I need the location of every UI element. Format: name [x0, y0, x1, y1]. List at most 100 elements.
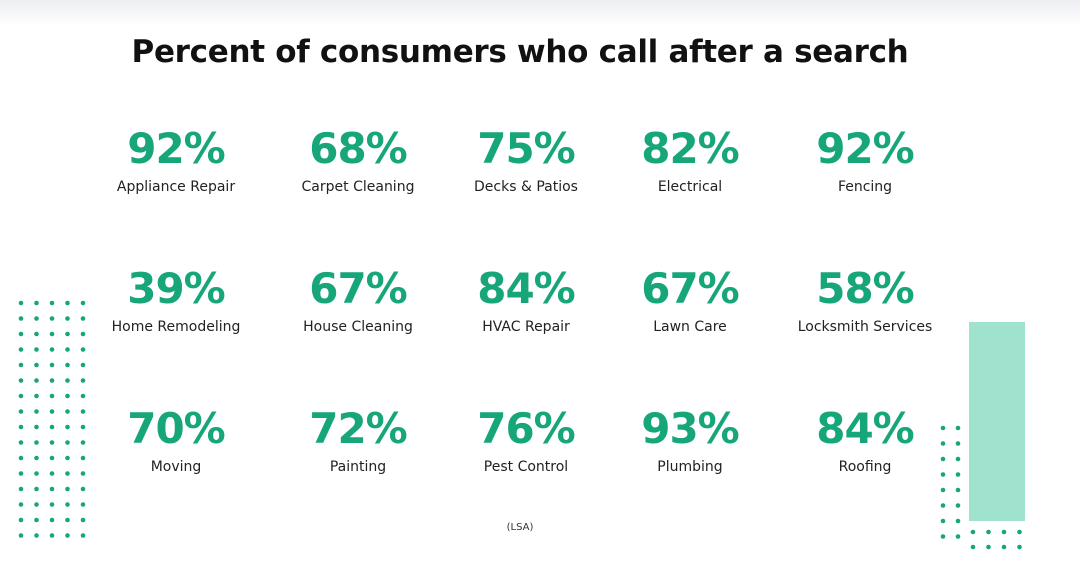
decorative-dot [940, 487, 946, 493]
decorative-dot [955, 472, 961, 477]
stat-item: 92% Appliance Repair [86, 124, 266, 196]
decorative-dot [65, 409, 70, 414]
decorative-dot [49, 517, 55, 523]
decorative-dot [65, 424, 70, 430]
decorative-dot [49, 502, 55, 507]
decorative-dot [65, 347, 70, 352]
decorative-dot [34, 347, 39, 352]
decorative-dot [80, 362, 86, 368]
decorative-dot [970, 529, 976, 535]
stat-item: 68% Carpet Cleaning [268, 124, 448, 196]
stat-item: 93% Plumbing [600, 404, 780, 476]
source-note: (LSA) [506, 522, 534, 533]
decorative-dot [65, 300, 70, 306]
stat-percent: 75% [477, 124, 576, 173]
decorative-dot [80, 440, 86, 445]
stat-item: 92% Fencing [775, 124, 955, 196]
decorative-dot [65, 331, 70, 337]
stat-label: Fencing [837, 179, 893, 195]
decorative-dot [80, 316, 86, 321]
decorative-dot [49, 316, 55, 321]
decorative-dot [940, 441, 946, 446]
decorative-dot [18, 486, 24, 492]
decorative-dot [955, 534, 961, 539]
decorative-dot [80, 300, 86, 306]
stat-item: 67% Lawn Care [600, 264, 780, 336]
decorative-dot [18, 455, 24, 461]
decorative-dot [970, 544, 976, 550]
stat-label: Roofing [838, 459, 892, 475]
stat-percent: 68% [309, 124, 408, 173]
decorative-dot [955, 425, 961, 431]
stat-item: 84% HVAC Repair [436, 264, 616, 336]
stat-item: 72% Painting [268, 404, 448, 476]
decorative-dot [49, 424, 55, 430]
decorative-dot [49, 409, 55, 414]
top-shade [0, 0, 1080, 26]
stat-percent: 82% [641, 124, 740, 173]
decorative-dot [80, 347, 86, 352]
stat-percent: 92% [127, 124, 226, 173]
stat-label: Carpet Cleaning [301, 179, 415, 195]
stat-label: Plumbing [657, 459, 723, 475]
decorative-dot [49, 533, 55, 538]
decorative-dot [18, 502, 24, 507]
decorative-dot [65, 517, 70, 523]
stat-label: HVAC Repair [482, 319, 570, 335]
stat-item: 58% Locksmith Services [775, 264, 955, 336]
stat-label: House Cleaning [303, 319, 413, 335]
decorative-dot [49, 378, 55, 383]
decorative-dot [955, 503, 961, 508]
stat-item: 39% Home Remodeling [86, 264, 266, 336]
stat-label: Home Remodeling [111, 319, 241, 335]
decorative-dot [34, 409, 39, 414]
decorative-dot [986, 529, 991, 535]
decorative-dot [18, 331, 24, 337]
decorative-dot [1001, 544, 1007, 550]
chart-title: Percent of consumers who call after a se… [131, 34, 909, 70]
stat-percent: 70% [127, 404, 226, 453]
decorative-dot [65, 440, 70, 445]
decorative-dot [940, 534, 946, 539]
decorative-dot [34, 440, 39, 445]
stat-label: Appliance Repair [116, 179, 236, 195]
decorative-dot [65, 502, 70, 507]
decorative-dot [49, 471, 55, 476]
decorative-dot [49, 393, 55, 399]
decorative-dot [34, 455, 39, 461]
stat-percent: 39% [127, 264, 226, 313]
decorative-dot [18, 471, 24, 476]
decorative-dot [34, 316, 39, 321]
decorative-dot [18, 517, 24, 523]
decorative-dot [49, 331, 55, 337]
stat-item: 70% Moving [86, 404, 266, 476]
stat-label: Electrical [657, 179, 723, 195]
stat-percent: 84% [816, 404, 915, 453]
decorative-dot [34, 517, 39, 523]
decorative-dot [18, 393, 24, 399]
decorative-dot [34, 502, 39, 507]
decorative-dot [65, 378, 70, 383]
stat-label: Painting [329, 459, 387, 475]
stat-percent: 76% [477, 404, 576, 453]
stat-percent: 84% [477, 264, 576, 313]
decorative-dot [65, 455, 70, 461]
decorative-dot [80, 471, 86, 476]
decorative-dot [1017, 544, 1022, 550]
decorative-dot [49, 486, 55, 492]
decorative-dot [1017, 529, 1022, 535]
decorative-dot [940, 472, 946, 477]
decorative-dot [80, 517, 86, 523]
decorative-dot [18, 378, 24, 383]
stat-item: 67% House Cleaning [268, 264, 448, 336]
stat-label: Locksmith Services [797, 319, 933, 335]
decorative-dot [80, 378, 86, 383]
stat-percent: 72% [309, 404, 408, 453]
decorative-dot [940, 518, 946, 524]
stat-label: Pest Control [483, 459, 569, 475]
decorative-dot [18, 409, 24, 414]
stat-percent: 58% [816, 264, 915, 313]
decorative-dot [34, 424, 39, 430]
decorative-dot [80, 424, 86, 430]
